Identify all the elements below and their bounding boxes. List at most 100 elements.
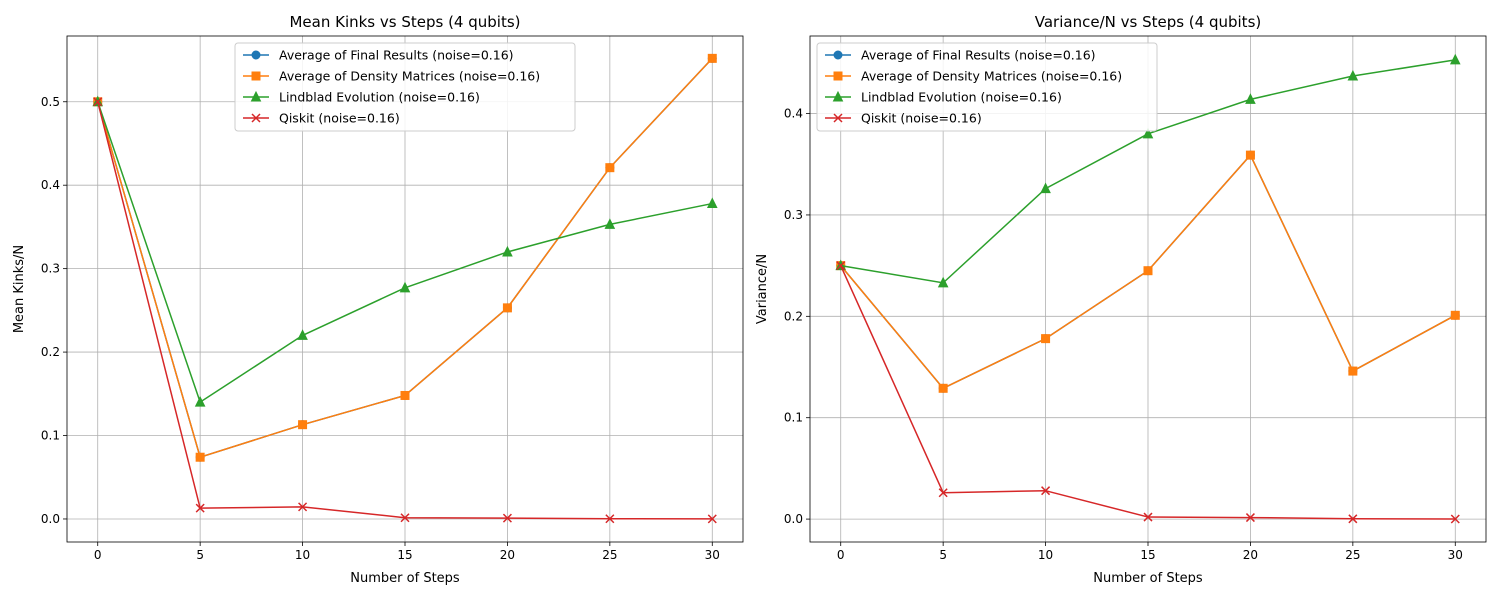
legend-entry: Lindblad Evolution (noise=0.16) — [243, 90, 480, 105]
legend-entry: Average of Density Matrices (noise=0.16) — [825, 69, 1122, 84]
data-point — [938, 383, 948, 393]
legend-marker — [251, 71, 261, 81]
y-tick-label: 0.3 — [41, 262, 60, 276]
x-tick-label: 25 — [1345, 548, 1360, 562]
legend-marker — [251, 113, 261, 123]
data-point — [605, 514, 615, 524]
legend-marker — [833, 50, 843, 60]
data-point — [195, 452, 205, 462]
x-axis-label: Number of Steps — [350, 571, 460, 586]
data-point — [1450, 310, 1460, 320]
x-tick-label: 20 — [1243, 548, 1258, 562]
legend-entry: Qiskit (noise=0.16) — [825, 111, 982, 126]
data-point — [400, 513, 410, 523]
data-point — [502, 513, 512, 523]
data-point — [1449, 53, 1461, 65]
legend-label: Average of Density Matrices (noise=0.16) — [279, 69, 540, 84]
x-tick-label: 30 — [705, 548, 720, 562]
data-point — [836, 261, 846, 271]
y-tick-label: 0.0 — [41, 512, 60, 526]
x-tick-label: 10 — [295, 548, 310, 562]
x-tick-label: 5 — [196, 548, 204, 562]
legend-entry: Lindblad Evolution (noise=0.16) — [825, 90, 1062, 105]
data-point — [1348, 514, 1358, 524]
y-axis-label: Mean Kinks/N — [12, 245, 27, 333]
chart-title: Mean Kinks vs Steps (4 qubits) — [289, 13, 520, 31]
x-tick-label: 15 — [1140, 548, 1155, 562]
data-point — [298, 502, 308, 512]
data-point — [1245, 513, 1255, 523]
y-tick-label: 0.1 — [784, 411, 803, 425]
series-qiskit — [836, 261, 1460, 524]
legend-label: Lindblad Evolution (noise=0.16) — [279, 90, 480, 105]
legend-marker — [833, 71, 843, 81]
data-point — [399, 281, 411, 293]
x-tick-label: 0 — [94, 548, 102, 562]
data-point — [1040, 182, 1051, 194]
y-tick-label: 0.2 — [784, 309, 803, 323]
chart-title: Variance/N vs Steps (4 qubits) — [1035, 13, 1261, 31]
data-point — [1041, 334, 1051, 344]
data-point — [707, 514, 717, 524]
x-tick-label: 10 — [1038, 548, 1053, 562]
data-point — [1347, 69, 1359, 81]
data-point — [1041, 486, 1051, 496]
legend-marker — [832, 90, 844, 102]
y-tick-label: 0.2 — [41, 345, 60, 359]
data-point — [502, 303, 512, 313]
y-tick-label: 0.1 — [41, 429, 60, 443]
x-tick-label: 25 — [602, 548, 617, 562]
legend-label: Average of Density Matrices (noise=0.16) — [861, 69, 1122, 84]
legend-box — [816, 42, 1158, 132]
data-point — [605, 163, 615, 173]
legend-marker — [833, 113, 843, 123]
data-point — [297, 329, 308, 340]
data-point — [937, 276, 949, 288]
data-point — [1142, 127, 1154, 139]
x-tick-label: 20 — [500, 548, 515, 562]
y-tick-label: 0.3 — [784, 208, 803, 222]
legend-box — [234, 42, 576, 132]
legend: Average of Final Results (noise=0.16) Ave… — [816, 42, 1158, 132]
data-point — [298, 420, 308, 430]
data-point — [604, 218, 616, 229]
chart-panel-2: 0 5 10 15 20 25 30 0.0 0.1 0.2 0.3 0.4 Variance/N vs… — [755, 13, 1487, 586]
data-point — [1348, 366, 1358, 376]
x-tick-label: 0 — [837, 548, 845, 562]
chart-panel-1: 0 5 10 15 20 25 30 0.0 0.1 0.2 0.3 0.4 0.5 Mean Kinks… — [12, 13, 744, 586]
y-tick-label: 0.4 — [41, 178, 60, 192]
data-point — [1143, 512, 1153, 522]
y-tick-label: 0.0 — [784, 512, 803, 526]
legend-marker — [251, 50, 261, 60]
legend-label: Average of Final Results (noise=0.16) — [279, 48, 514, 63]
x-tick-label: 5 — [939, 548, 947, 562]
series-qiskit — [93, 97, 717, 524]
legend-label: Lindblad Evolution (noise=0.16) — [861, 90, 1062, 105]
series-avg_density — [93, 53, 717, 462]
data-point — [195, 503, 205, 513]
data-point — [938, 488, 948, 498]
data-point — [1143, 266, 1153, 276]
data-point — [1245, 150, 1255, 160]
data-point — [706, 197, 718, 209]
data-point — [707, 53, 717, 63]
data-point — [1450, 514, 1460, 524]
y-tick-label: 0.4 — [784, 107, 803, 121]
y-axis-label: Variance/N — [755, 254, 770, 324]
data-point — [400, 390, 410, 400]
x-axis-label: Number of Steps — [1093, 571, 1203, 586]
y-tick-label: 0.5 — [41, 95, 60, 109]
data-point — [502, 245, 513, 257]
data-point — [93, 97, 103, 107]
legend-label: Qiskit (noise=0.16) — [279, 111, 400, 126]
legend-entry: Average of Density Matrices (noise=0.16) — [243, 69, 540, 84]
x-tick-label: 15 — [397, 548, 412, 562]
legend-label: Average of Final Results (noise=0.16) — [861, 48, 1096, 63]
legend-entry: Qiskit (noise=0.16) — [243, 111, 400, 126]
legend: Average of Final Results (noise=0.16) Ave… — [234, 42, 576, 132]
legend-entry: Average of Final Results (noise=0.16) — [243, 48, 514, 63]
legend-marker — [250, 90, 262, 102]
x-tick-label: 30 — [1448, 548, 1463, 562]
legend-label: Qiskit (noise=0.16) — [861, 111, 982, 126]
